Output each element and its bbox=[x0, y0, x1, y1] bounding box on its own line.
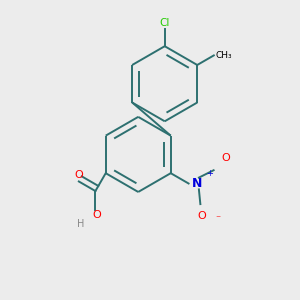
Text: ⁻: ⁻ bbox=[215, 214, 220, 224]
Text: O: O bbox=[74, 170, 83, 180]
Text: N: N bbox=[191, 177, 202, 190]
Text: Cl: Cl bbox=[160, 18, 170, 28]
Text: CH₃: CH₃ bbox=[215, 51, 232, 60]
Text: O: O bbox=[221, 153, 230, 163]
Text: H: H bbox=[77, 219, 84, 229]
Text: +: + bbox=[206, 169, 213, 178]
Text: O: O bbox=[92, 210, 101, 220]
Text: O: O bbox=[197, 212, 206, 221]
